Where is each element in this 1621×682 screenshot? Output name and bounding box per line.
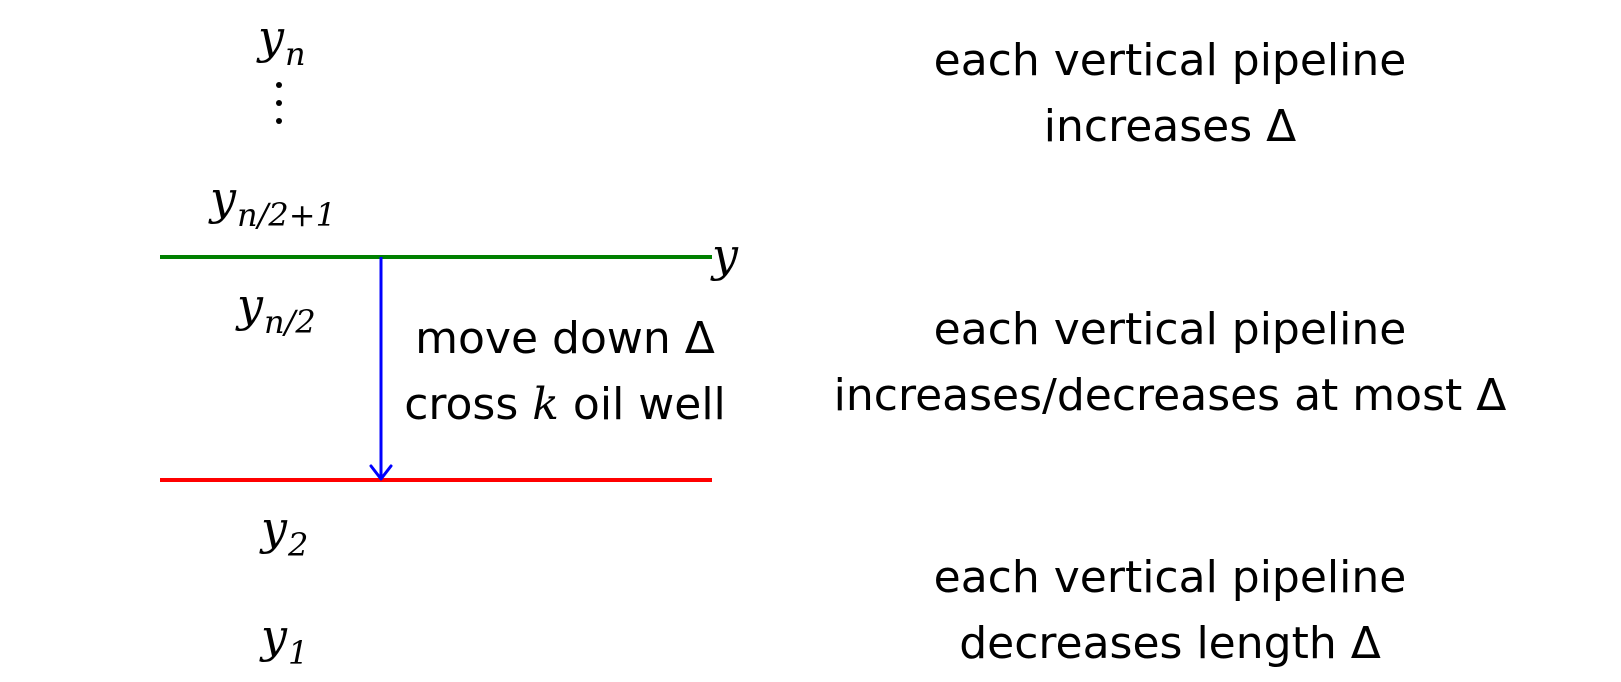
label-y-n2-base: y xyxy=(237,278,263,332)
label-y-n2-sub: n/2 xyxy=(264,303,316,341)
description-bottom-line1: each vertical pipeline xyxy=(933,552,1407,603)
label-y-n-sub: n xyxy=(285,35,306,73)
arrow-annotation: move down Δ cross k oil well xyxy=(390,306,740,438)
arrow-annotation-line2-post: oil well xyxy=(558,379,726,430)
description-middle-line2: increases/decreases at most Δ xyxy=(833,370,1507,421)
label-y-n2-plus-1-sub: n/2+1 xyxy=(237,196,336,234)
label-y-n2: yn/2 xyxy=(237,282,316,338)
label-y-n-base: y xyxy=(258,10,284,64)
description-middle: each vertical pipeline increases/decreas… xyxy=(785,297,1555,429)
label-y-line-text: y xyxy=(712,228,738,282)
description-middle-line1: each vertical pipeline xyxy=(933,304,1407,355)
label-y-2-sub: 2 xyxy=(288,526,309,564)
arrow-annotation-line2: cross k oil well xyxy=(390,372,740,438)
label-y-n2-plus-1: yn/2+1 xyxy=(210,175,336,231)
vertical-dots xyxy=(274,80,284,130)
move-down-arrowhead xyxy=(369,464,393,481)
description-bottom: each vertical pipeline decreases length … xyxy=(785,545,1555,677)
arrow-annotation-line2-pre: cross xyxy=(404,379,533,430)
label-y-1-sub: 1 xyxy=(288,634,309,672)
description-top: each vertical pipeline increases Δ xyxy=(785,28,1555,160)
label-y-1-base: y xyxy=(261,609,287,663)
description-top-line1: each vertical pipeline xyxy=(933,35,1407,86)
description-top-line2: increases Δ xyxy=(1043,101,1297,152)
label-y-n2-plus-1-base: y xyxy=(210,171,236,225)
label-y-2: y2 xyxy=(261,505,308,561)
label-y-line: y xyxy=(712,232,738,278)
arrow-annotation-line1: move down Δ xyxy=(415,313,715,364)
arrow-annotation-line2-var: k xyxy=(532,379,559,430)
description-bottom-line2: decreases length Δ xyxy=(959,618,1381,669)
label-y-2-base: y xyxy=(261,501,287,555)
label-y-1: y1 xyxy=(261,613,308,669)
label-y-n: yn xyxy=(258,14,306,70)
